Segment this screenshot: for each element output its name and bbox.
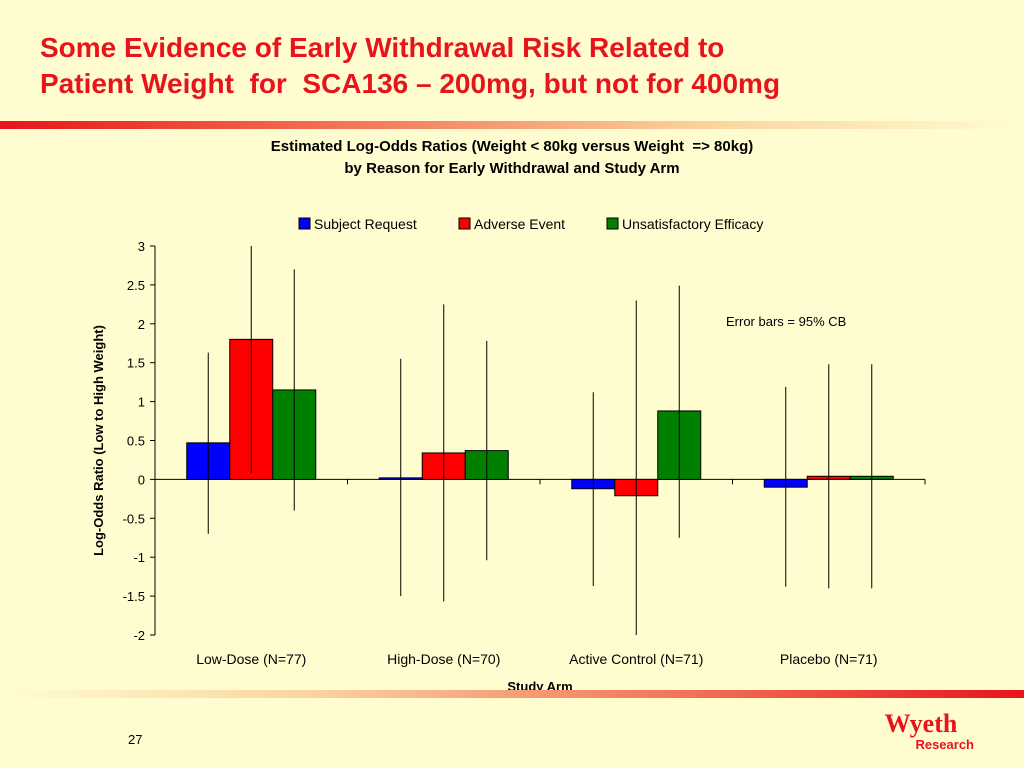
logo-wordmark: Wyeth [884, 709, 958, 738]
x-tick-label: High-Dose (N=70) [387, 651, 500, 667]
legend-swatch [458, 217, 471, 230]
y-tick-label: -2 [133, 628, 145, 643]
y-tick-label: 1 [138, 395, 145, 410]
y-tick-label: 2.5 [127, 278, 145, 293]
y-tick-label: -0.5 [123, 511, 145, 526]
legend-swatch [298, 217, 311, 230]
slide-title: Some Evidence of Early Withdrawal Risk R… [40, 30, 1000, 102]
legend-label: Unsatisfactory Efficacy [622, 216, 763, 232]
chart-title-line-2: by Reason for Early Withdrawal and Study… [344, 160, 680, 177]
slide-title-line-1: Some Evidence of Early Withdrawal Risk R… [40, 32, 725, 63]
chart-annotation: Error bars = 95% CB [726, 314, 846, 329]
title-divider [0, 121, 1024, 129]
footer-divider [0, 690, 1024, 698]
legend-label: Adverse Event [474, 216, 565, 232]
x-tick-label: Active Control (N=71) [569, 651, 703, 667]
y-tick-label: 1.5 [127, 356, 145, 371]
wyeth-logo: Wyeth Research [866, 710, 976, 752]
y-tick-label: 2 [138, 317, 145, 332]
legend-label: Subject Request [314, 216, 417, 232]
logo-subtitle: Research [915, 737, 974, 752]
y-tick-label: -1 [133, 550, 145, 565]
page-number: 27 [128, 732, 143, 747]
slide-title-line-2: Patient Weight for SCA136 – 200mg, but n… [40, 68, 781, 99]
x-tick-label: Placebo (N=71) [780, 651, 878, 667]
y-tick-label: 3 [138, 239, 145, 254]
chart-title-line-1: Estimated Log-Odds Ratios (Weight < 80kg… [270, 138, 754, 155]
y-tick-label: -1.5 [123, 589, 145, 604]
x-tick-label: Low-Dose (N=77) [196, 651, 306, 667]
chart-title: Estimated Log-Odds Ratios (Weight < 80kg… [100, 136, 924, 180]
legend-swatch [606, 217, 619, 230]
y-tick-label: 0 [138, 472, 145, 487]
y-tick-label: 0.5 [127, 434, 145, 449]
y-axis-title: Log-Odds Ratio (Low to High Weight) [91, 325, 106, 556]
